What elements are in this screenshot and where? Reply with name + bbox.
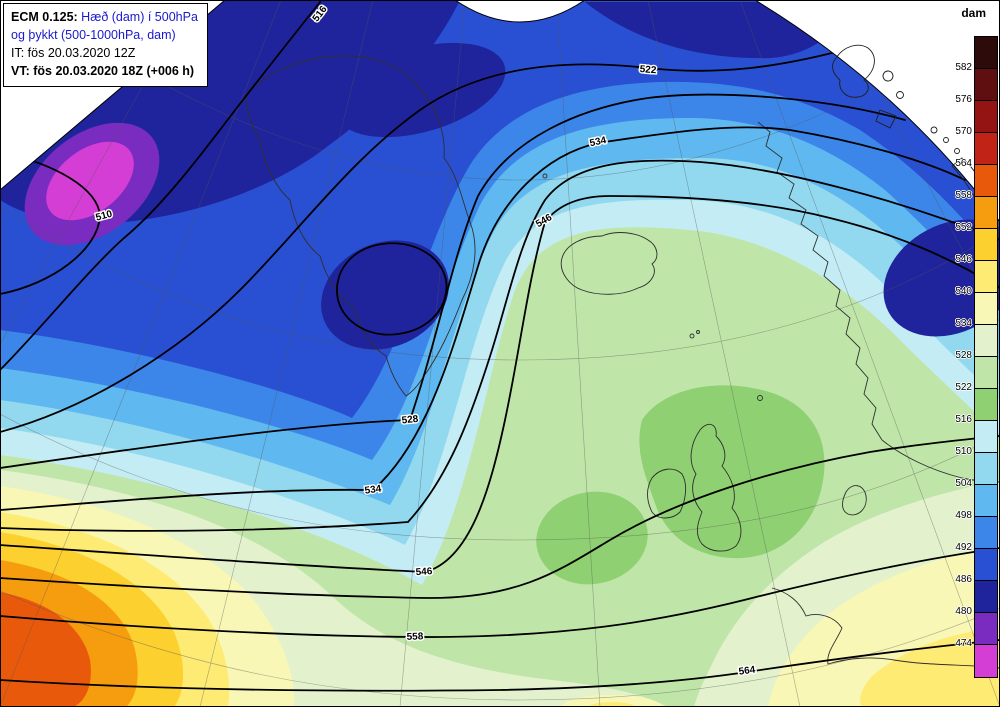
fill-region-paleyellow-spot [562, 695, 662, 707]
contour-552 [0, 435, 1000, 599]
title-box: ECM 0.125: Hæð (dam) í 500hPa og þykkt (… [3, 3, 208, 87]
coastline-norway [757, 121, 883, 441]
coastline-ireland [647, 468, 687, 519]
contour-label: 528 [401, 414, 419, 427]
fill-region-deeporange-corner [0, 592, 91, 707]
coastline-denmark [842, 485, 867, 516]
coastline-edgeoya [875, 109, 897, 129]
coastline-island-small [896, 91, 904, 99]
contour-546 [0, 195, 1000, 573]
height-contours [0, 1, 1000, 692]
coastline-faroe-small [696, 330, 700, 334]
title-line-2: og þykkt (500-1000hPa, dam) [11, 28, 176, 43]
fill-region-yellow-spot [586, 702, 638, 707]
fill-region-navy-northcenter [585, 2, 840, 59]
coastline-franz-josef-1 [930, 126, 938, 134]
coastline-nordaustlandet [882, 70, 894, 82]
contour-label: 522 [639, 64, 657, 76]
title-line-1: ECM 0.125: Hæð (dam) í 500hPa [11, 8, 198, 26]
coastline-iceland [560, 232, 658, 295]
coastline-shetland [757, 395, 763, 401]
coastline-svalbard [832, 44, 875, 98]
contour-528 [0, 93, 906, 469]
coastline-jan-mayen [542, 173, 548, 179]
coastline-franz-josef-3 [954, 148, 960, 154]
contour-540 [0, 159, 1000, 532]
init-time: IT: fös 20.03.2020 12Z [11, 46, 136, 61]
fill-region-yellow-southeast [860, 628, 1000, 707]
valid-time: VT: fös 20.03.2020 18Z (+006 h) [11, 64, 195, 79]
model-name: ECM 0.125: [11, 10, 78, 24]
contour-label: 534 [364, 483, 382, 496]
contour-516-closed [336, 242, 448, 336]
contour-label: 564 [738, 664, 756, 677]
contour-510 [0, 151, 101, 295]
contour-522 [0, 51, 837, 433]
contour-label: 534 [589, 135, 608, 149]
contour-558 [0, 547, 1000, 638]
coastline-franz-josef-2 [943, 137, 949, 143]
fill-region-navy-north [334, 42, 506, 138]
contour-label: 546 [415, 566, 433, 578]
coastline-france-spain [771, 587, 1000, 669]
parameter-name: Hæð (dam) í 500hPa [77, 10, 198, 24]
contour-516 [0, 1, 321, 371]
contour-label: 558 [406, 631, 423, 643]
coastline-faroe [689, 333, 695, 339]
contour-564 [0, 639, 1000, 692]
coastline-great-britain [690, 423, 742, 552]
contour-534 [0, 126, 966, 511]
